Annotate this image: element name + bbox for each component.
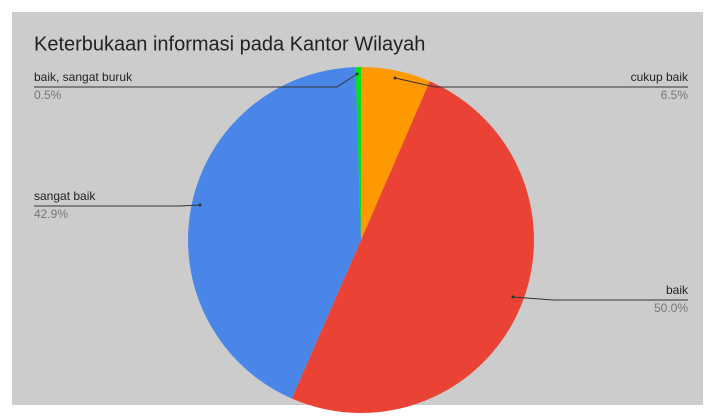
slice-value-label: 42.9% xyxy=(34,207,68,221)
leader-dot xyxy=(198,203,202,207)
slice-label: sangat baik xyxy=(34,189,96,203)
leader-line xyxy=(512,296,688,301)
pie xyxy=(187,67,535,414)
slice-value-label: 50.0% xyxy=(654,301,688,315)
pie-slice xyxy=(355,67,361,240)
leader-dot xyxy=(511,295,515,299)
slice-label: baik, sangat buruk xyxy=(34,70,133,84)
leader-dot xyxy=(355,72,359,76)
leader-line xyxy=(34,73,358,88)
leader-line xyxy=(34,204,201,207)
slice-value-label: 6.5% xyxy=(661,88,689,102)
leader-dot xyxy=(393,76,397,80)
slice-value-label: 0.5% xyxy=(34,88,62,102)
slice-label: cukup baik xyxy=(631,70,689,84)
pie-slice xyxy=(187,67,361,399)
pie-slice xyxy=(291,81,535,414)
chart-title: Keterbukaan informasi pada Kantor Wilaya… xyxy=(34,33,425,55)
leader-line xyxy=(394,77,688,88)
labels: cukup baik 6.5% baik 50.0% sangat baik 42.9% b… xyxy=(34,70,689,315)
slice-label: baik xyxy=(666,283,689,297)
pie-slice xyxy=(361,67,430,240)
